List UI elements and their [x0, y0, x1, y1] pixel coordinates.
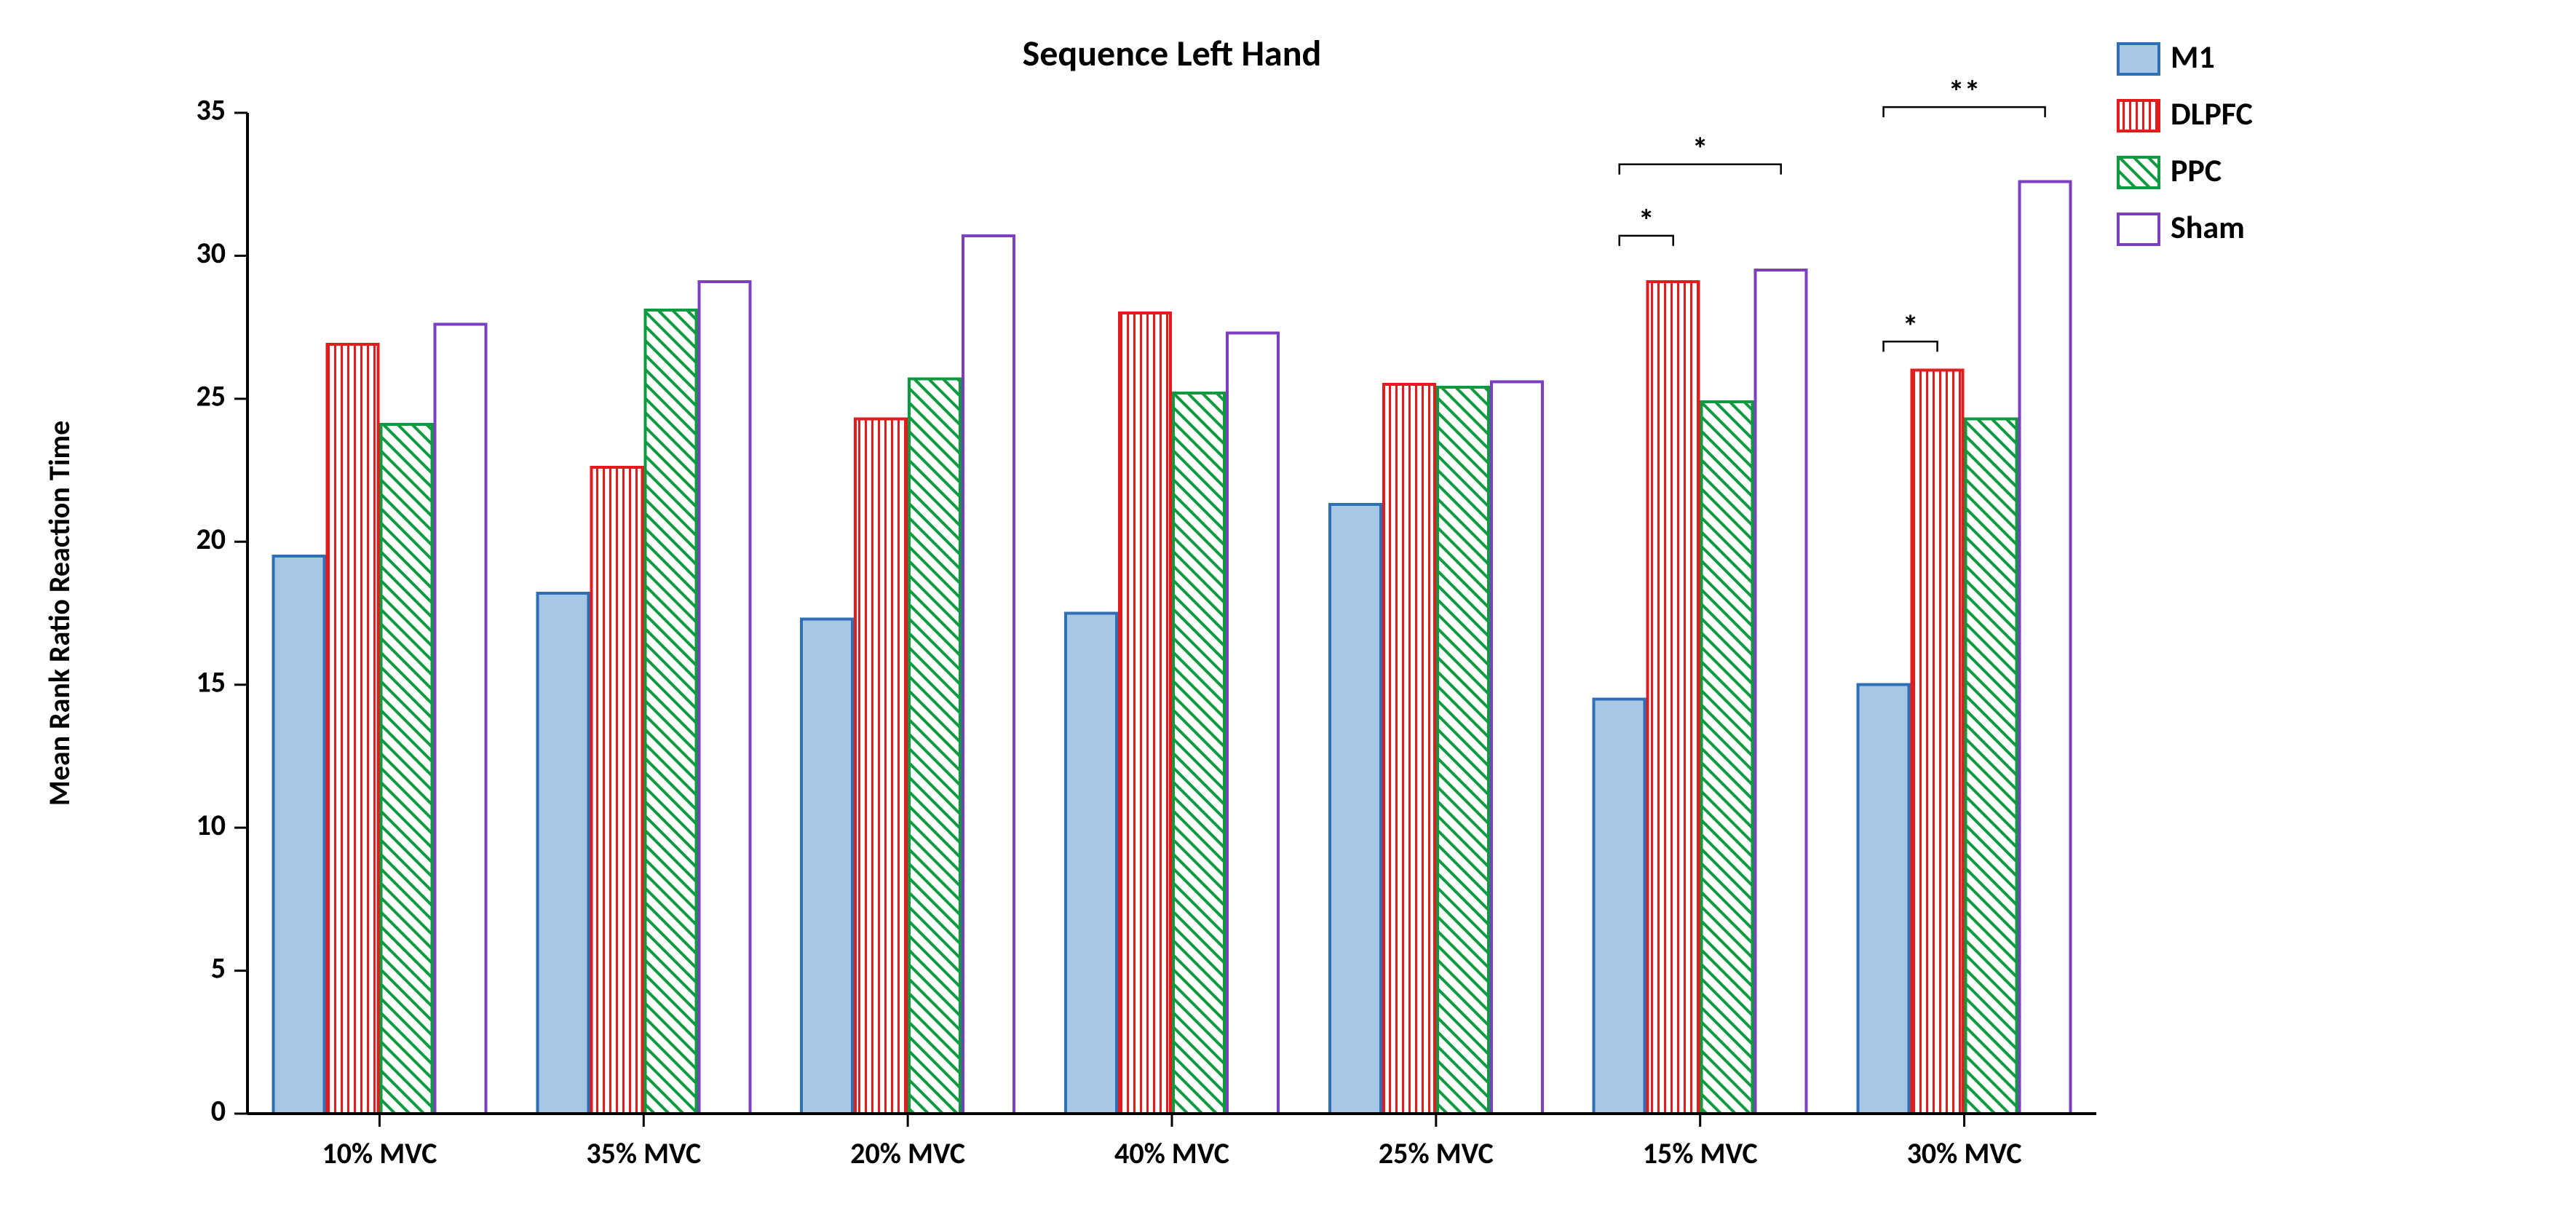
- bar-M1: [537, 593, 588, 1114]
- grouped-bar-chart: 0 5 10 15 20 25 30 35 10% MVC 35% MVC 20% MVC 40% M…: [0, 0, 2576, 1217]
- legend-swatch-M1: [2118, 44, 2159, 74]
- x-tick-label: 25% MVC: [1379, 1135, 1494, 1171]
- bar-Sham: [2020, 181, 2071, 1114]
- x-tick-label: 15% MVC: [1643, 1135, 1758, 1171]
- y-tick-label: 15: [196, 664, 226, 699]
- significance-label: *: [1903, 306, 1919, 346]
- bar-Sham: [435, 325, 486, 1114]
- bar-DLPFC: [591, 467, 642, 1114]
- bar-M1: [1858, 685, 1909, 1114]
- y-tick-label: 30: [196, 235, 226, 271]
- legend-swatch-Sham: [2118, 214, 2159, 245]
- bar-M1: [801, 619, 852, 1114]
- x-tick-label: 30% MVC: [1907, 1135, 2022, 1171]
- bar-M1: [1066, 614, 1117, 1114]
- bar-Sham: [963, 236, 1014, 1114]
- bar-PPC: [909, 378, 960, 1114]
- y-tick-label: 0: [211, 1093, 226, 1129]
- x-tick-label: 10% MVC: [322, 1135, 437, 1171]
- x-tick-label: 35% MVC: [586, 1135, 701, 1171]
- x-tick-label: 40% MVC: [1114, 1135, 1229, 1171]
- bar-DLPFC: [1119, 313, 1170, 1114]
- chart-title: Sequence Left Hand: [1023, 31, 1322, 76]
- significance-label: *: [1692, 130, 1708, 169]
- bar-PPC: [381, 424, 432, 1114]
- bar-PPC: [1966, 419, 2017, 1114]
- x-tick-label: 20% MVC: [850, 1135, 965, 1171]
- bar-M1: [1594, 699, 1645, 1114]
- y-tick-label: 25: [196, 378, 226, 414]
- legend-label-PPC: PPC: [2171, 151, 2222, 190]
- bar-PPC: [645, 310, 696, 1114]
- y-axis-label: Mean Rank Ratio Reaction Time: [41, 421, 77, 806]
- bar-Sham: [699, 282, 750, 1114]
- bar-DLPFC: [1648, 282, 1699, 1114]
- bar-M1: [273, 556, 324, 1114]
- chart-container: 0 5 10 15 20 25 30 35 10% MVC 35% MVC 20% MVC 40% M…: [0, 0, 2576, 1217]
- bar-Sham: [1756, 270, 1807, 1114]
- bar-PPC: [1702, 402, 1753, 1114]
- bar-PPC: [1438, 387, 1489, 1114]
- legend-swatch-DLPFC: [2118, 100, 2159, 131]
- bar-DLPFC: [1384, 384, 1435, 1114]
- bar-PPC: [1173, 393, 1224, 1114]
- bar-Sham: [1227, 333, 1278, 1114]
- legend-label-Sham: Sham: [2171, 207, 2245, 247]
- y-tick-label: 5: [211, 950, 226, 986]
- bar-DLPFC: [855, 419, 906, 1114]
- bar-DLPFC: [1912, 370, 1963, 1114]
- y-tick-label: 20: [196, 521, 226, 557]
- legend-label-DLPFC: DLPFC: [2171, 94, 2253, 133]
- y-tick-label: 10: [196, 807, 226, 843]
- significance-label: *: [1638, 201, 1654, 240]
- significance-label: **: [1949, 72, 1981, 111]
- bar-M1: [1330, 504, 1381, 1114]
- legend-swatch-PPC: [2118, 157, 2159, 188]
- y-tick-label: 35: [196, 92, 226, 128]
- bar-Sham: [1491, 381, 1542, 1114]
- legend-label-M1: M1: [2171, 37, 2215, 76]
- bar-DLPFC: [327, 344, 378, 1114]
